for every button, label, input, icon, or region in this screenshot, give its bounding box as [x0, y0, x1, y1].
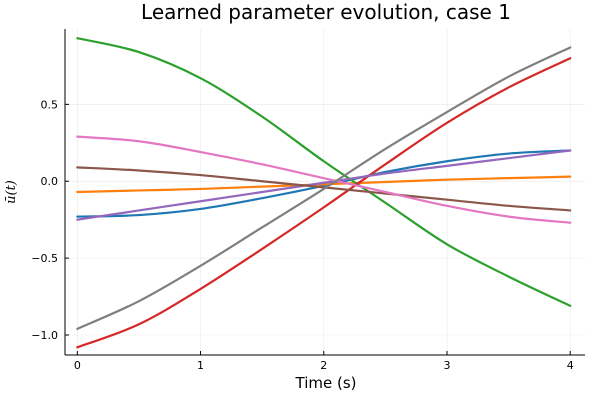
- grid: [65, 29, 585, 355]
- x-tick-label: 4: [567, 359, 574, 372]
- series-line-2: [76, 175, 572, 194]
- x-axis-label: Time (s): [295, 374, 357, 392]
- y-tick-label: −0.5: [31, 252, 58, 265]
- y-tick-label: 0.0: [41, 175, 59, 188]
- y-tick-label: 0.5: [41, 98, 59, 111]
- series-line-4: [76, 57, 572, 349]
- x-tick-label: 1: [197, 359, 204, 372]
- x-tick-label: 3: [443, 359, 450, 372]
- chart-title: Learned parameter evolution, case 1: [141, 0, 511, 24]
- x-tick-label: 0: [74, 359, 81, 372]
- series-line-1: [76, 149, 572, 218]
- y-tick-label: −1.0: [31, 329, 58, 342]
- series-group: [76, 37, 572, 349]
- y-axis-label: ū(t): [4, 180, 19, 204]
- series-line-3: [76, 37, 572, 307]
- x-tick-label: 2: [320, 359, 327, 372]
- series-line-7: [76, 135, 572, 224]
- axes: [64, 29, 585, 356]
- ticks: 0 1 2 3 4 −1.0 −0.5 0.0 0.5: [31, 98, 573, 372]
- series-line-8: [76, 46, 572, 330]
- series-line-5: [76, 149, 572, 221]
- series-line-6: [76, 166, 572, 212]
